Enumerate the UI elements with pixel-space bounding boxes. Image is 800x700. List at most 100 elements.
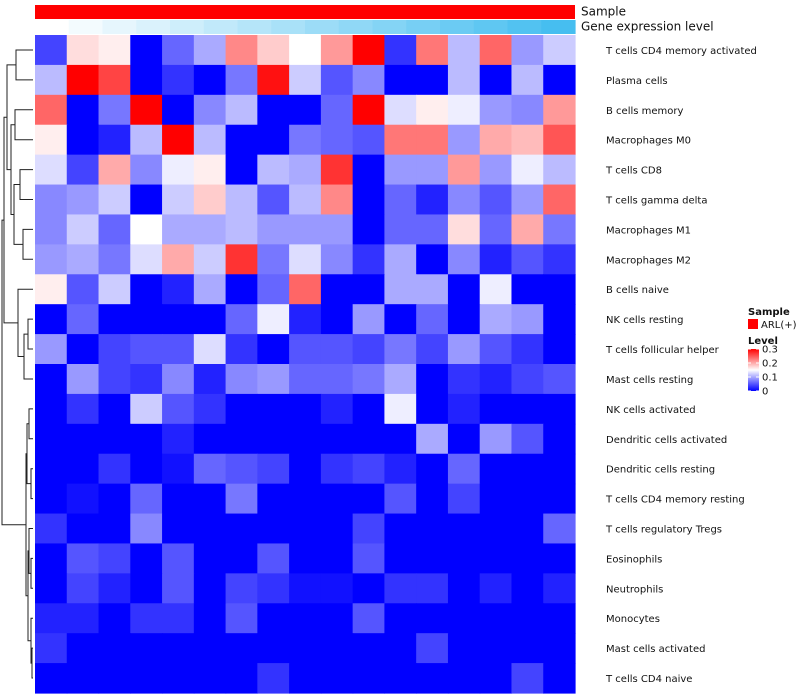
heatmap-cell (289, 304, 322, 335)
heatmap-cell (35, 543, 68, 574)
legend-sample-swatch (748, 319, 758, 329)
heatmap-cell (543, 453, 576, 485)
heatmap-cell (162, 483, 195, 515)
heatmap-cell (130, 244, 163, 275)
heatmap-cell (511, 184, 544, 216)
heatmap-cell (98, 364, 131, 395)
heatmap-cell (416, 124, 449, 156)
heatmap-cell (511, 393, 544, 425)
heatmap-cell (416, 483, 449, 515)
heatmap-cell (352, 513, 386, 545)
heatmap-cell (320, 453, 354, 485)
heatmap-cell (320, 274, 354, 305)
heatmap-cell (416, 543, 449, 574)
heatmap-cell (543, 423, 576, 455)
heatmap-cell (257, 184, 290, 216)
heatmap-cell (320, 364, 354, 395)
heatmap-cell (162, 35, 195, 66)
heatmap-cell (98, 35, 131, 66)
heatmap-cell (447, 483, 481, 515)
heatmap-cell (447, 573, 481, 604)
heatmap-cell (130, 393, 163, 425)
row-label: Macrophages M0 (606, 136, 691, 147)
heatmap-cell (130, 543, 163, 574)
heatmap-cell (225, 603, 258, 634)
legend-level-colorbar (748, 349, 759, 391)
heatmap-cell (257, 124, 290, 156)
heatmap-cell (98, 573, 131, 604)
legend-sample-title: Sample (748, 307, 790, 318)
heatmap-cell (289, 543, 322, 574)
heatmap-cell (543, 64, 576, 96)
heatmap-cell (225, 364, 258, 395)
gene-expression-annotation-cell (35, 20, 70, 34)
row-label: Dendritic cells resting (606, 465, 715, 476)
heatmap-cell (66, 334, 100, 365)
dendrogram-branch (13, 184, 23, 245)
heatmap-cell (130, 483, 163, 515)
heatmap-cell (416, 334, 449, 365)
heatmap-cell (289, 603, 322, 634)
heatmap-cell (130, 513, 163, 545)
heatmap-cell (416, 393, 449, 425)
heatmap-cell (352, 663, 386, 694)
heatmap-cell (66, 513, 100, 545)
heatmap-cell (543, 214, 576, 245)
heatmap-cell (543, 94, 576, 126)
heatmap-cell (162, 393, 195, 425)
heatmap-cell (98, 483, 131, 515)
heatmap-cell (289, 573, 322, 604)
heatmap-cell (320, 334, 354, 365)
heatmap-cell (289, 393, 322, 425)
heatmap-cell (162, 603, 195, 634)
heatmap-cell (543, 334, 576, 365)
heatmap-cell (289, 214, 322, 245)
heatmap-cell (193, 154, 227, 186)
heatmap-cell (162, 214, 195, 245)
heatmap-cell (98, 543, 131, 574)
heatmap-cell (130, 184, 163, 216)
heatmap-cell (257, 543, 290, 574)
row-label: Monocytes (606, 614, 660, 625)
heatmap-cell (447, 124, 481, 156)
heatmap-cell (257, 94, 290, 126)
heatmap-cell (66, 64, 100, 96)
heatmap-cell (130, 453, 163, 485)
heatmap-cell (162, 124, 195, 156)
heatmap-cell (511, 35, 544, 66)
heatmap-cell (98, 184, 131, 216)
heatmap-cell (162, 364, 195, 395)
heatmap-cell (352, 304, 386, 335)
heatmap-cell (289, 364, 322, 395)
heatmap-cell (193, 513, 227, 545)
heatmap-cell (416, 35, 449, 66)
heatmap-cell (193, 483, 227, 515)
sample-annotation-bar (35, 5, 575, 19)
heatmap-cell (511, 483, 544, 515)
heatmap-cell (352, 633, 386, 664)
heatmap-cell (35, 274, 68, 305)
gene-expression-annotation-cell (271, 20, 306, 34)
heatmap-cell (225, 124, 258, 156)
heatmap-cell (66, 304, 100, 335)
heatmap-cell (35, 154, 68, 186)
heatmap-cell (320, 184, 354, 216)
heatmap-cell (384, 64, 417, 96)
row-label: T cells gamma delta (605, 196, 707, 207)
heatmap-cell (479, 483, 513, 515)
heatmap-cell (130, 94, 163, 126)
heatmap-cell (35, 184, 68, 216)
heatmap-cell (35, 214, 68, 245)
heatmap-cell (511, 304, 544, 335)
heatmap-cell (130, 663, 163, 694)
heatmap-cell (66, 364, 100, 395)
heatmap-cell (35, 663, 68, 694)
heatmap-cell (289, 184, 322, 216)
heatmap-cell (35, 573, 68, 604)
heatmap-cell (543, 244, 576, 275)
heatmap-cell (193, 543, 227, 574)
heatmap-cell (289, 64, 322, 96)
heatmap-cell (384, 184, 417, 216)
heatmap-cell (257, 423, 290, 455)
heatmap-cell (66, 124, 100, 156)
